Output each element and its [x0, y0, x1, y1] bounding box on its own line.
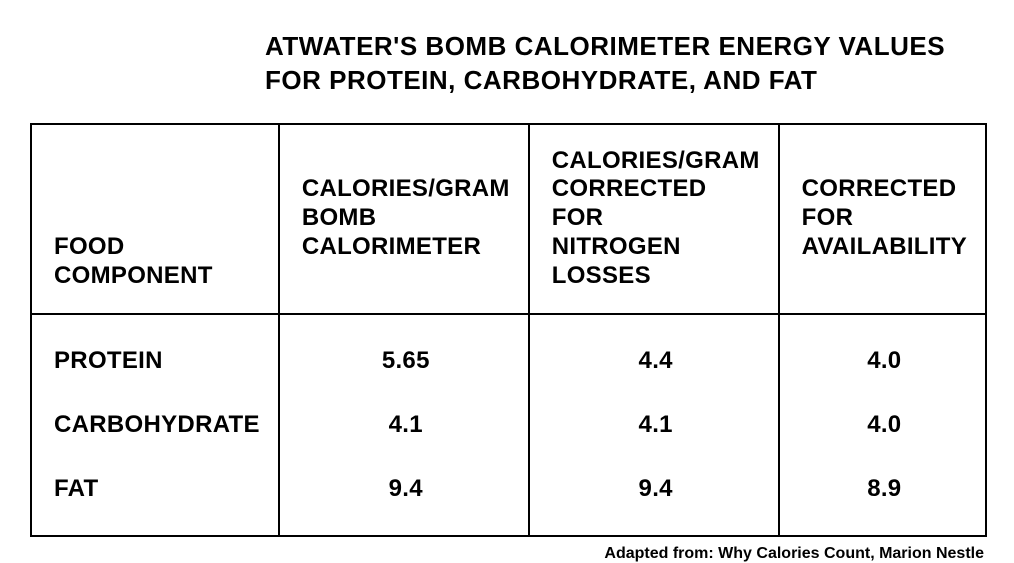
cell-food-component: Carbohydrate [31, 393, 279, 457]
header-text-line: Calories/Gram [552, 147, 760, 176]
table-row: Carbohydrate 4.1 4.1 4.0 [31, 393, 986, 457]
cell-bomb: 4.1 [279, 393, 529, 457]
table-row: Protein 5.65 4.4 4.0 [31, 314, 986, 393]
cell-avail: 4.0 [779, 393, 986, 457]
header-text-line: Nitrogen Losses [552, 233, 760, 291]
cell-food-component: Protein [31, 314, 279, 393]
col-header-food-component: Food Component [31, 124, 279, 314]
table-header-row: Food Component Calories/Gram Bomb Calori… [31, 124, 986, 314]
header-text: Food Component [54, 233, 213, 289]
cell-food-component: Fat [31, 457, 279, 536]
cell-avail: 4.0 [779, 314, 986, 393]
page-title: Atwater's bomb calorimeter energy values… [265, 30, 984, 98]
title-line-1: Atwater's bomb calorimeter energy values [265, 30, 984, 64]
header-text-line: Corrected for [552, 175, 760, 233]
cell-bomb: 9.4 [279, 457, 529, 536]
cell-bomb: 5.65 [279, 314, 529, 393]
cell-nitrogen: 4.4 [529, 314, 779, 393]
table-row: Fat 9.4 9.4 8.9 [31, 457, 986, 536]
title-line-2: for protein, carbohydrate, and fat [265, 64, 984, 98]
cell-avail: 8.9 [779, 457, 986, 536]
cell-nitrogen: 9.4 [529, 457, 779, 536]
atwater-table: Food Component Calories/Gram Bomb Calori… [30, 123, 987, 537]
header-text-line: Availability [802, 233, 967, 262]
col-header-nitrogen-losses: Calories/Gram Corrected for Nitrogen Los… [529, 124, 779, 314]
col-header-availability: Corrected for Availability [779, 124, 986, 314]
header-text-line: Bomb Calorimeter [302, 204, 510, 262]
header-text-line: Calories/Gram [302, 175, 510, 204]
col-header-bomb-calorimeter: Calories/Gram Bomb Calorimeter [279, 124, 529, 314]
source-attribution: Adapted from: Why Calories Count, Marion… [30, 545, 984, 563]
cell-nitrogen: 4.1 [529, 393, 779, 457]
header-text-line: Corrected for [802, 175, 967, 233]
